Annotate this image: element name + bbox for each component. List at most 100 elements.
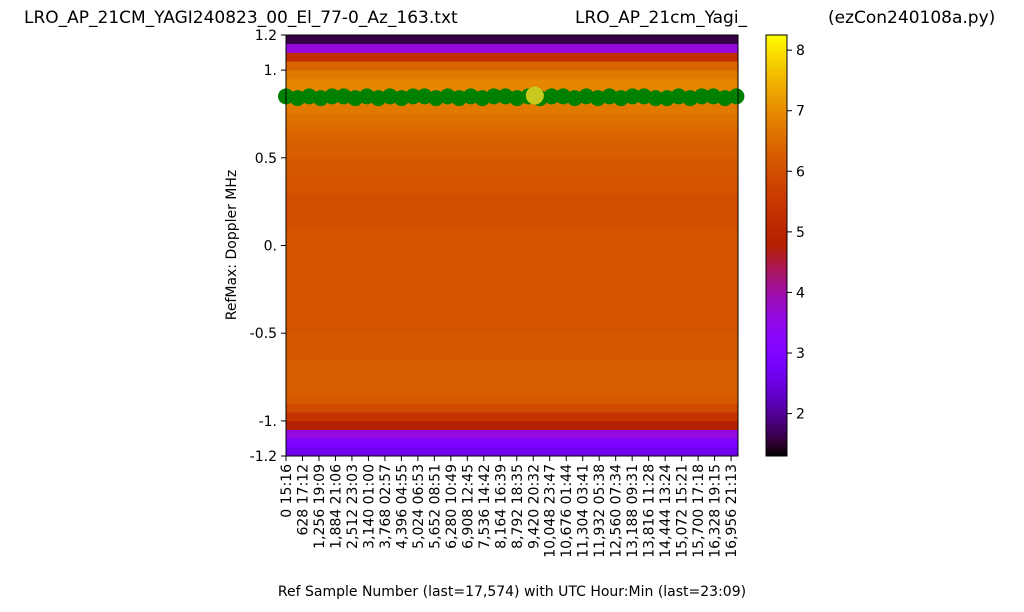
x-tick-label: 1,884 21:06 xyxy=(328,464,344,549)
heatmap-row xyxy=(286,122,738,132)
x-tick-label: 15,700 17:18 xyxy=(691,464,707,558)
colorbar-tick-label: 6 xyxy=(796,164,805,180)
x-tick-label: 13,188 09:31 xyxy=(625,464,641,558)
y-tick-label: -1. xyxy=(259,414,277,430)
heatmap-row xyxy=(286,245,738,255)
x-tick-label: 7,536 14:42 xyxy=(477,464,493,549)
title-center: LRO_AP_21cm_Yagi_ xyxy=(575,8,748,28)
refmax-point xyxy=(324,88,341,105)
colorbar-tick-label: 5 xyxy=(796,225,805,241)
x-tick-label: 5,024 06:53 xyxy=(411,464,427,549)
heatmap-row xyxy=(286,385,738,395)
heatmap-row xyxy=(286,52,738,62)
heatmap-row xyxy=(286,210,738,220)
x-axis-label: Ref Sample Number (last=17,574) with UTC… xyxy=(278,584,746,600)
refmax-point xyxy=(543,88,560,105)
heatmap-row xyxy=(286,315,738,325)
x-tick-label: 3,140 01:00 xyxy=(361,464,377,549)
heatmap-row xyxy=(286,148,738,159)
colorbar-tick-label: 7 xyxy=(796,104,805,120)
heatmap-row xyxy=(286,297,738,308)
heatmap-row xyxy=(286,175,738,185)
heatmap-row xyxy=(286,359,738,369)
heatmap-row xyxy=(286,280,738,290)
y-tick-label: -0.5 xyxy=(250,326,277,342)
refmax-point xyxy=(405,88,422,105)
x-tick-label: 1,256 19:09 xyxy=(312,464,328,549)
heatmap-row xyxy=(286,367,738,378)
heatmap-row xyxy=(286,218,738,229)
heatmap-row xyxy=(286,69,738,80)
heatmap-row xyxy=(286,61,738,71)
x-tick-label: 12,560 07:34 xyxy=(609,464,625,558)
x-tick-label: 5,652 08:51 xyxy=(427,464,443,549)
heatmap-row xyxy=(286,104,738,115)
x-tick-label: 4,396 04:55 xyxy=(394,464,410,549)
heatmap-row xyxy=(286,420,738,430)
heatmap-row xyxy=(286,139,738,150)
y-tick-label: 1.2 xyxy=(255,28,277,44)
colorbar xyxy=(765,34,788,457)
heatmap-row xyxy=(286,394,738,404)
heatmap-row xyxy=(286,166,738,176)
heatmap-row xyxy=(286,43,738,53)
heatmap-row xyxy=(286,332,738,343)
y-tick-label: 0.5 xyxy=(255,151,277,167)
x-tick-label: 11,304 03:41 xyxy=(576,464,592,558)
colorbar-tick-label: 8 xyxy=(796,43,805,59)
heatmap-row xyxy=(286,446,738,457)
heatmap-row xyxy=(286,236,738,246)
x-tick-label: 0 15:16 xyxy=(279,464,295,518)
refmax-marker xyxy=(525,86,544,105)
heatmap-row xyxy=(286,201,738,211)
heatmap-row xyxy=(286,350,738,360)
heatmap-row xyxy=(286,262,738,273)
heatmap-row xyxy=(286,192,738,202)
x-tick-label: 16,328 19:15 xyxy=(708,464,724,558)
x-tick-label: 3,768 02:57 xyxy=(378,464,394,549)
x-tick-label: 2,512 23:03 xyxy=(345,464,361,549)
heatmap-row xyxy=(286,253,738,264)
x-tick-label: 6,280 10:49 xyxy=(444,464,460,549)
heatmap-row xyxy=(286,411,738,422)
refmax-point xyxy=(485,88,502,105)
x-tick-label: 628 17:12 xyxy=(295,464,311,536)
heatmap-row xyxy=(286,429,738,439)
heatmap-row xyxy=(286,157,738,167)
heatmap-row xyxy=(286,289,738,299)
heatmap-row xyxy=(286,438,738,448)
heatmap-row xyxy=(286,131,738,141)
x-tick-label: 10,048 23:47 xyxy=(543,464,559,558)
x-tick-label: 8,164 16:39 xyxy=(493,464,509,549)
heatmap-row xyxy=(286,78,738,88)
colorbar-tick-label: 4 xyxy=(796,285,805,301)
x-tick-label: 8,792 18:35 xyxy=(510,464,526,549)
x-tick-label: 13,816 11:28 xyxy=(642,464,658,558)
title-right: (ezCon240108a.py) xyxy=(828,8,995,28)
heatmap-row xyxy=(286,183,738,194)
heatmap-row xyxy=(286,403,738,413)
y-axis-label: RefMax: Doppler MHz xyxy=(224,170,240,321)
y-tick-label: 0. xyxy=(264,239,277,255)
y-tick-label: 1. xyxy=(264,63,277,79)
title-left: LRO_AP_21CM_YAGI240823_00_El_77-0_Az_163… xyxy=(24,8,458,28)
colorbar-tick-label: 2 xyxy=(796,407,805,423)
x-tick-label: 15,072 15:21 xyxy=(675,464,691,558)
colorbar-tick-label: 3 xyxy=(796,346,805,362)
heatmap-row xyxy=(286,341,738,352)
heatmap-row xyxy=(286,227,738,238)
refmax-point xyxy=(624,88,641,105)
y-tick-label: -1.2 xyxy=(250,449,277,465)
heatmap-row xyxy=(286,34,738,45)
heatmap-row xyxy=(286,306,738,316)
heatmap-row xyxy=(286,376,738,387)
refmax-point xyxy=(728,88,745,105)
x-tick-label: 14,444 13:24 xyxy=(658,464,674,558)
x-tick-label: 16,956 21:13 xyxy=(724,464,740,558)
x-tick-label: 6,908 12:45 xyxy=(460,464,476,549)
heatmap-row xyxy=(286,113,738,124)
heatmap-row xyxy=(286,271,738,281)
refmax-point xyxy=(647,90,664,107)
x-tick-label: 10,676 01:44 xyxy=(559,464,575,558)
